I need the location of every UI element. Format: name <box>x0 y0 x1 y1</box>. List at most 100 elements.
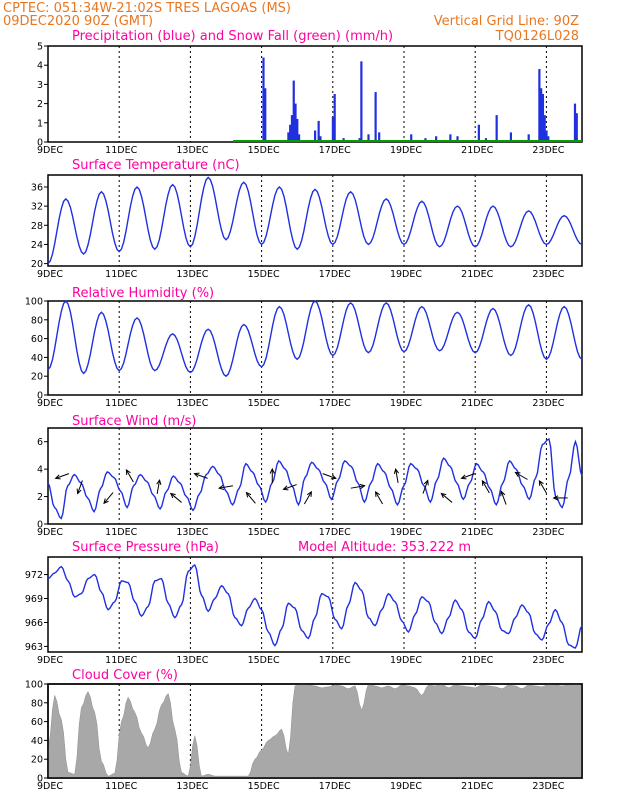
pressure-xtick-label: 17DEC <box>319 655 351 666</box>
wind-arrow-head <box>514 471 521 477</box>
precip-xtick-label: 15DEC <box>248 145 280 156</box>
precip-bar <box>477 124 480 142</box>
wind-arrow <box>538 479 547 494</box>
rh-series-line <box>47 299 583 378</box>
cloud-xtick-label: 17DEC <box>319 781 351 792</box>
cloud-xtick-label: 19DEC <box>390 781 422 792</box>
pressure-xtick-label: 11DEC <box>105 655 137 666</box>
precip-ytick-label: 1 <box>37 118 43 129</box>
cloud-panel: 9DEC 11DEC 13DEC 15DEC 17DEC 19DEC 21DEC 23DEC 0… <box>25 680 583 792</box>
rh-title: Relative Humidity (%) <box>72 286 214 301</box>
wind-arrow <box>422 479 429 494</box>
wind-arrow-head <box>156 478 162 486</box>
precip-bar <box>287 132 290 142</box>
precip-xtick-label: 13DEC <box>176 145 208 156</box>
wind-arrow <box>169 492 182 503</box>
wind-xtick-label: 21DEC <box>461 527 493 538</box>
wind-arrow-head <box>76 488 82 495</box>
cloud-ytick-label: 0 <box>37 774 43 785</box>
cloud-cover-area <box>47 683 583 779</box>
wind-arrow-shaft <box>395 469 399 483</box>
precip-bar <box>317 120 320 142</box>
precip-bar <box>367 134 370 142</box>
wind-arrow-head <box>103 498 109 505</box>
cloud-xtick-label: 23DEC <box>532 781 564 792</box>
precip-bar <box>360 61 363 142</box>
precip-bar <box>495 115 498 142</box>
wind-arrow-shaft <box>170 493 182 503</box>
pressure-xtick-label: 15DEC <box>248 655 280 666</box>
precip-bar <box>575 113 578 142</box>
wind-arrow <box>156 478 162 494</box>
wind-arrow-shaft <box>441 493 453 503</box>
precip-xtick-label: 21DEC <box>461 145 493 156</box>
temp-ytick-label: 28 <box>31 221 43 232</box>
precip-ytick-label: 4 <box>37 61 43 72</box>
wind-arrow-shaft <box>375 491 384 505</box>
wind-arrow-head <box>54 474 61 480</box>
wind-arrow-shaft <box>515 472 528 480</box>
temp-xtick-label: 9DEC <box>37 269 63 280</box>
temp-ytick-label: 32 <box>31 202 43 213</box>
precip-xtick-label: 19DEC <box>390 145 422 156</box>
precip-bar <box>297 134 301 142</box>
cloud-xtick-label: 9DEC <box>37 781 63 792</box>
cloud-xtick-label: 15DEC <box>248 781 280 792</box>
wind-arrow-head <box>375 490 380 497</box>
wind-arrow-head <box>125 468 131 475</box>
wind-arrow-shaft <box>538 480 547 494</box>
temp-xtick-label: 11DEC <box>105 269 137 280</box>
temp-xtick-label: 19DEC <box>390 269 422 280</box>
wind-xtick-label: 23DEC <box>532 527 564 538</box>
precip-bar <box>540 88 543 142</box>
wind-xtick-label: 13DEC <box>176 527 208 538</box>
precip-xtick-label: 11DEC <box>105 145 137 156</box>
wind-xtick-label: 17DEC <box>319 527 351 538</box>
rh-xtick-label: 15DEC <box>248 398 280 409</box>
wind-arrow <box>193 472 208 479</box>
precip-bar <box>435 136 438 142</box>
wind-arrow <box>54 473 69 480</box>
chart-panels: 9DEC 11DEC 13DEC 15DEC 17DEC 19DEC 21DEC 23DEC0… <box>25 42 583 792</box>
pressure-ytick-label: 963 <box>25 642 43 653</box>
wind-arrow-head <box>269 467 275 474</box>
temp-series-line <box>47 176 583 265</box>
temp-xtick-label: 23DEC <box>532 269 564 280</box>
wind-arrow-head <box>460 474 467 480</box>
wind-arrow-head <box>217 484 225 491</box>
wind-arrow <box>269 467 275 483</box>
cloud-ytick-label: 20 <box>31 755 43 766</box>
wind-arrow-shaft <box>303 491 312 505</box>
wind-arrow-shaft <box>322 473 336 479</box>
temp-ytick-label: 36 <box>31 182 43 193</box>
precip-bar <box>456 136 459 142</box>
temp-ytick-label: 20 <box>31 259 43 270</box>
wind-arrow-shaft <box>246 492 256 504</box>
wind-arrow-shaft <box>103 492 114 504</box>
wind-arrow <box>217 484 233 491</box>
wind-arrow-shaft <box>219 485 233 489</box>
model-code: TQ0126L028 <box>495 29 579 44</box>
wind-frame <box>47 427 583 525</box>
precip-bar <box>543 115 546 142</box>
wind-arrow <box>375 490 384 505</box>
precip-bar <box>527 134 530 142</box>
wind-arrow <box>460 473 475 480</box>
pressure-xtick-label: 23DEC <box>532 655 564 666</box>
wind-arrow <box>322 473 337 480</box>
precip-bar <box>538 69 541 142</box>
temp-xtick-label: 15DEC <box>248 269 280 280</box>
temp-xtick-label: 17DEC <box>319 269 351 280</box>
wind-arrow-shaft <box>55 473 69 479</box>
wind-arrow-shaft <box>500 491 507 505</box>
precip-bar <box>333 94 336 142</box>
wind-arrow-shaft <box>125 469 134 483</box>
rh-xtick-label: 19DEC <box>390 398 422 409</box>
rh-xtick-label: 17DEC <box>319 398 351 409</box>
wind-xtick-label: 11DEC <box>105 527 137 538</box>
pressure-ytick-label: 972 <box>25 570 43 581</box>
temp-frame <box>47 174 583 267</box>
rh-frame <box>47 300 583 396</box>
wind-arrow-head <box>193 472 200 478</box>
